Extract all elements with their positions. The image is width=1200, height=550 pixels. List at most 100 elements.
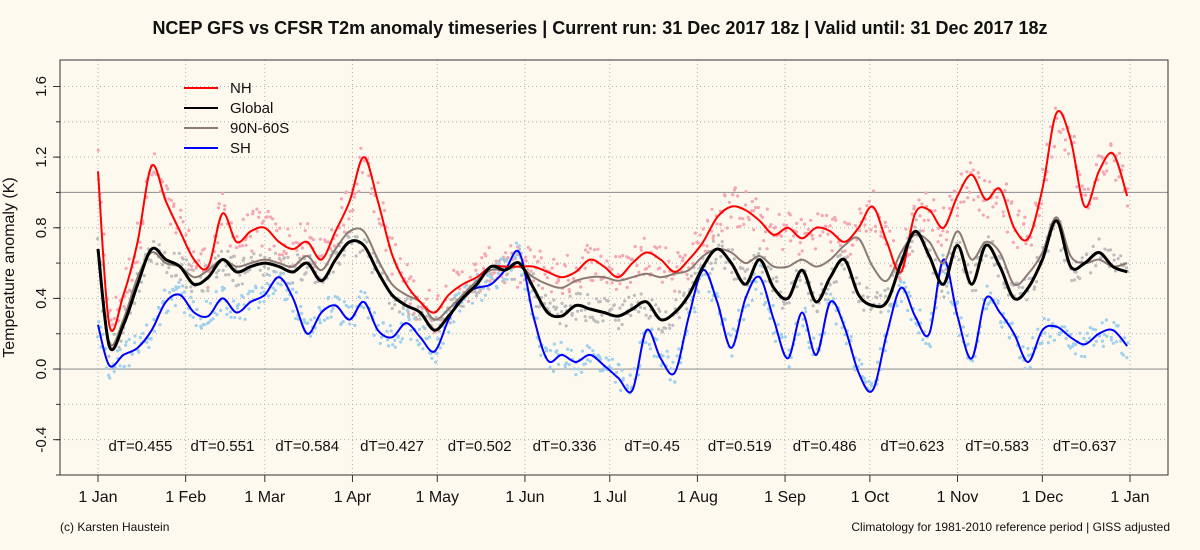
data-point [229, 315, 233, 319]
data-point [618, 255, 622, 259]
data-point [294, 317, 298, 321]
data-point [618, 282, 622, 286]
data-point [1034, 280, 1039, 284]
data-point [849, 335, 853, 339]
data-point [280, 253, 285, 257]
data-point [961, 325, 965, 329]
data-point [271, 286, 275, 290]
data-point [1069, 332, 1073, 336]
data-point [975, 262, 979, 266]
data-point [752, 228, 756, 232]
data-point [795, 221, 799, 225]
data-point [1075, 185, 1079, 189]
data-point [409, 297, 413, 302]
data-point [1099, 256, 1103, 260]
data-point [246, 292, 250, 296]
data-point [539, 353, 543, 357]
data-point [1106, 248, 1110, 252]
data-point [716, 233, 721, 237]
data-point [262, 290, 266, 294]
data-point [1052, 338, 1056, 342]
data-point [187, 262, 191, 267]
data-point [523, 287, 527, 291]
data-point [806, 227, 811, 231]
data-point [274, 222, 278, 226]
data-point [257, 306, 261, 310]
data-point [477, 290, 481, 294]
data-point [639, 248, 643, 252]
data-point [163, 288, 167, 292]
data-point [593, 319, 597, 323]
data-point [195, 307, 199, 311]
data-point [1059, 130, 1063, 134]
x-tick-label: 1 Jun [505, 489, 544, 506]
data-point [555, 262, 559, 266]
legend-label: SH [230, 140, 251, 157]
data-point [583, 315, 587, 319]
data-point [717, 243, 721, 247]
data-point [1006, 293, 1011, 297]
data-point [412, 279, 416, 283]
data-point [178, 278, 183, 282]
data-point [436, 337, 440, 341]
data-point [531, 279, 536, 283]
data-point [969, 171, 973, 175]
data-point [887, 309, 891, 313]
data-point [821, 230, 825, 234]
data-point [178, 215, 183, 220]
data-point [418, 342, 422, 346]
data-point [207, 320, 211, 324]
data-point [282, 257, 286, 261]
data-point [762, 239, 766, 243]
data-point [996, 301, 1000, 305]
data-point [914, 218, 918, 222]
data-point [639, 292, 643, 296]
data-point [288, 234, 292, 238]
data-point [480, 298, 484, 302]
data-point [137, 350, 141, 354]
data-point [890, 304, 894, 308]
data-point [424, 336, 428, 340]
data-point [958, 240, 962, 244]
data-point [222, 286, 226, 291]
data-point [780, 306, 785, 310]
data-point [318, 237, 322, 241]
data-point [836, 254, 840, 259]
data-point [236, 283, 240, 287]
data-point [460, 270, 464, 274]
data-point [481, 266, 486, 270]
data-point [765, 247, 769, 251]
data-point [566, 347, 570, 351]
data-point [866, 295, 870, 299]
data-point [922, 218, 926, 222]
data-point [370, 271, 374, 275]
data-point [834, 280, 838, 284]
data-point [941, 229, 945, 233]
data-point [357, 295, 361, 299]
data-point [380, 271, 385, 275]
data-point [788, 213, 792, 217]
data-point [828, 224, 832, 228]
data-point [133, 334, 137, 338]
data-point [333, 294, 337, 299]
data-point [579, 308, 584, 313]
data-point [908, 294, 912, 298]
data-point [1000, 325, 1004, 329]
data-point [1078, 331, 1082, 335]
data-point [730, 248, 734, 252]
data-point [842, 267, 846, 271]
data-point [785, 223, 789, 227]
data-point [789, 239, 793, 243]
data-point [632, 367, 636, 371]
data-point [936, 240, 940, 244]
data-point [168, 290, 172, 295]
data-point [720, 240, 724, 244]
data-point [667, 323, 672, 327]
data-point [985, 284, 989, 288]
data-point [1043, 331, 1047, 335]
data-point [674, 298, 678, 302]
data-point [145, 323, 149, 327]
data-point [267, 273, 272, 277]
data-point [494, 259, 498, 263]
data-point [664, 246, 668, 250]
